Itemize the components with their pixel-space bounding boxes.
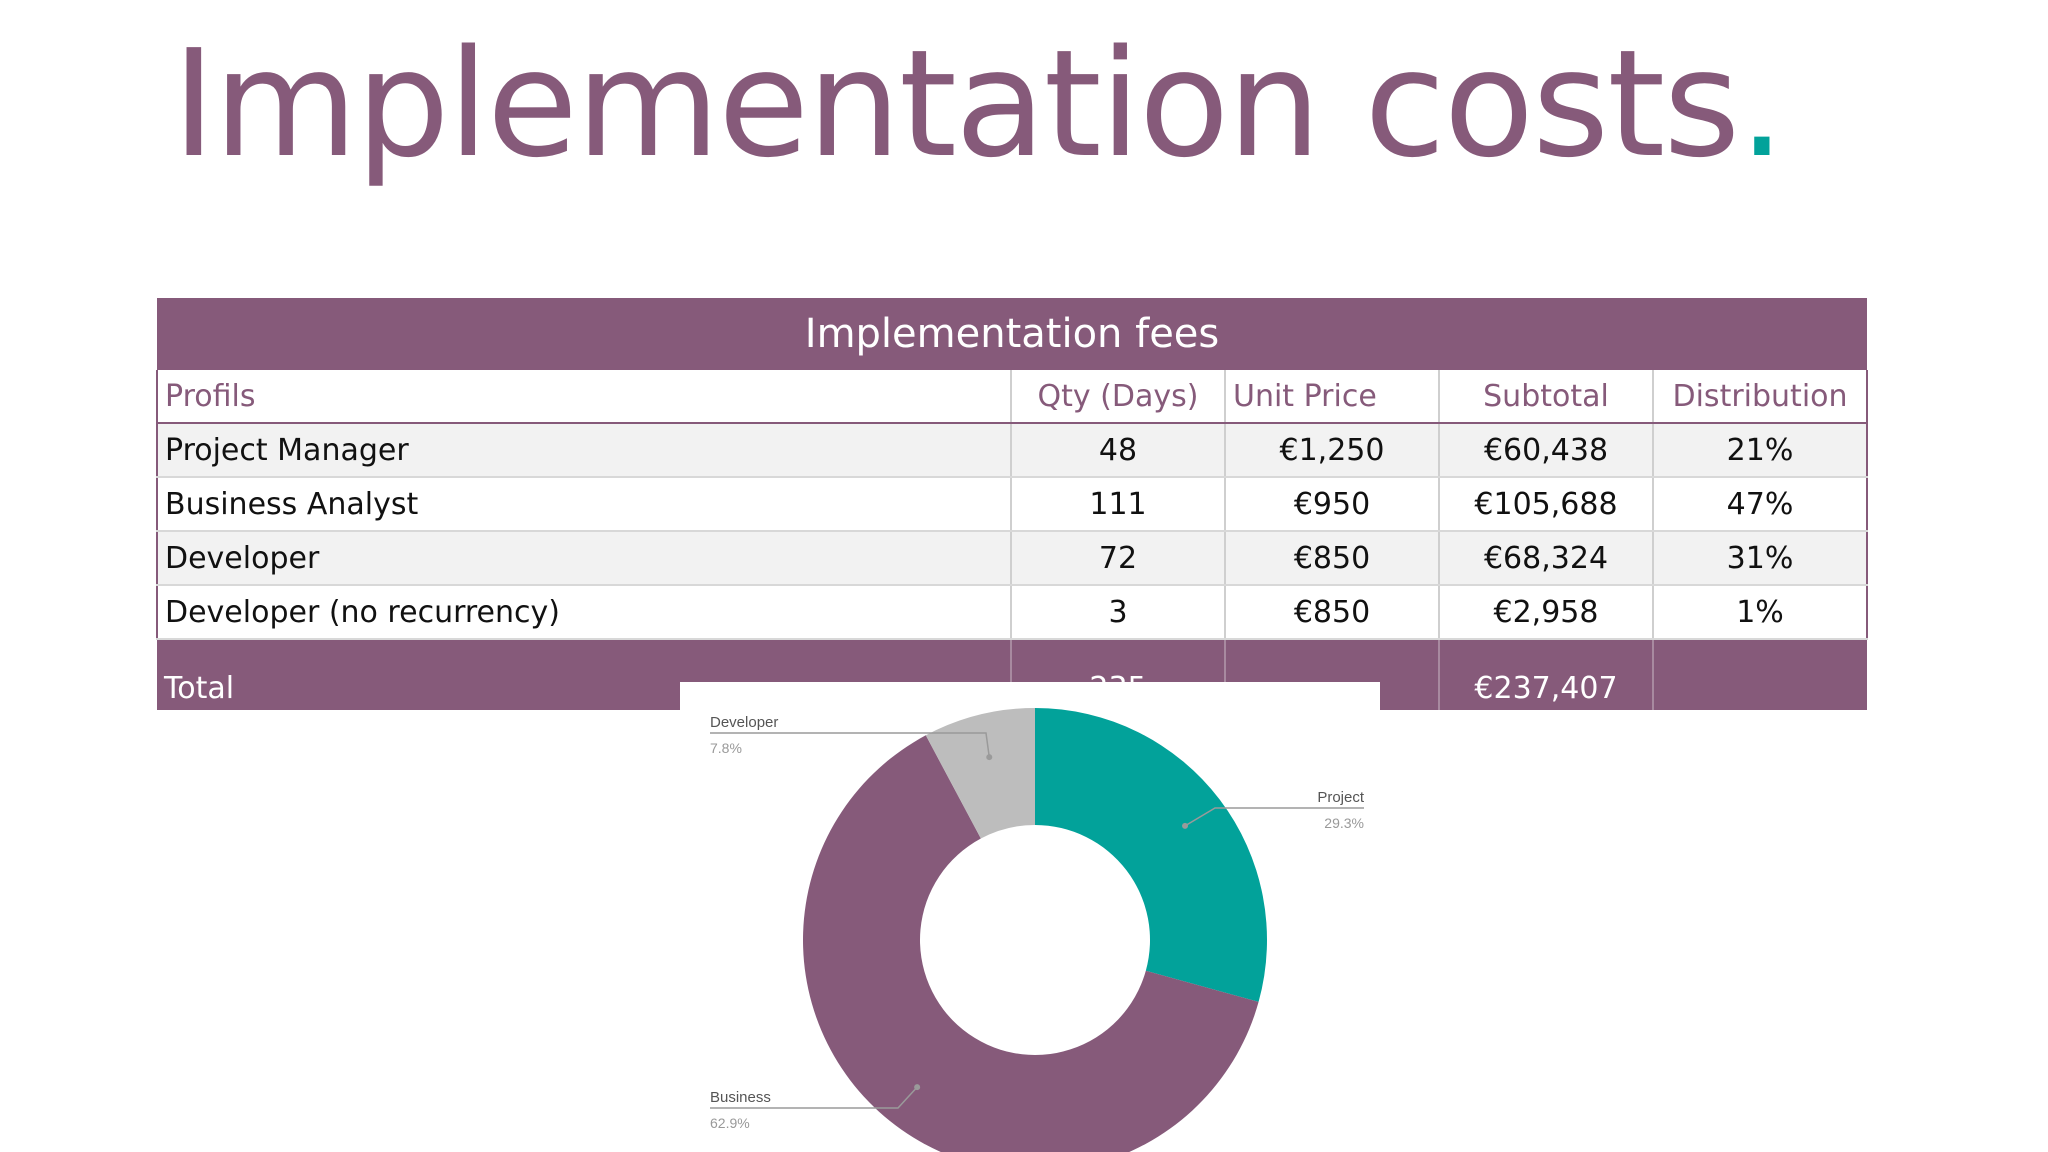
cell-subtotal: €2,958 <box>1438 585 1653 640</box>
table-header-row: Profils Qty (Days) Unit Price Subtotal D… <box>156 370 1869 424</box>
cell-profile: Developer (no recurrency) <box>156 585 1011 640</box>
cell-qty: 72 <box>1010 531 1225 586</box>
cell-subtotal: €68,324 <box>1438 531 1653 586</box>
implementation-fees-table: Implementation fees Profils Qty (Days) U… <box>156 298 1869 710</box>
donut-chart-svg: Project 29.3% Business 62.9% Developer 7.8% <box>710 708 1365 1152</box>
distribution-donut-chart: Project 29.3% Business 62.9% Developer 7.8% <box>680 682 1380 1152</box>
total-subtotal: €237,407 <box>1438 639 1653 710</box>
title-accent-dot: . <box>1738 18 1785 190</box>
cell-unit-price: €950 <box>1224 477 1439 532</box>
slice-percent-label: 7.8% <box>710 740 742 756</box>
total-label: Total <box>157 639 1011 710</box>
table-caption: Implementation fees <box>157 298 1868 370</box>
table-row: Developer (no recurrency) 3 €850 €2,958 … <box>156 585 1869 640</box>
column-header-subtotal: Subtotal <box>1438 370 1653 424</box>
leader-line <box>710 732 991 758</box>
column-header-profils: Profils <box>156 370 1011 424</box>
cell-qty: 3 <box>1010 585 1225 640</box>
page-title-text: Implementation costs <box>172 18 1740 190</box>
slice-label: Developer <box>710 714 778 731</box>
cell-qty: 48 <box>1010 423 1225 478</box>
donut-slice-project <box>1035 708 1267 1002</box>
table-row: Project Manager 48 €1,250 €60,438 21% <box>156 423 1869 478</box>
cell-distribution: 1% <box>1651 585 1869 640</box>
table-row: Business Analyst 111 €950 €105,688 47% <box>156 477 1869 532</box>
cell-qty: 111 <box>1010 477 1225 532</box>
cell-distribution: 31% <box>1651 531 1869 586</box>
cell-distribution: 47% <box>1651 477 1869 532</box>
cell-profile: Business Analyst <box>156 477 1011 532</box>
table-row: Developer 72 €850 €68,324 31% <box>156 531 1869 586</box>
cell-unit-price: €1,250 <box>1224 423 1439 478</box>
donut-slice-developer <box>925 708 1035 839</box>
column-header-unit-price: Unit Price <box>1224 370 1439 424</box>
slice-percent-label: 62.9% <box>710 1115 750 1131</box>
column-header-distribution: Distribution <box>1651 370 1869 424</box>
slice-label: Business <box>710 1089 771 1106</box>
leader-line <box>710 1086 918 1109</box>
donut-slice-business <box>803 735 1259 1152</box>
slice-label: Project <box>1317 789 1365 806</box>
leader-line <box>1184 807 1364 827</box>
cell-unit-price: €850 <box>1224 531 1439 586</box>
cell-unit-price: €850 <box>1224 585 1439 640</box>
cell-distribution: 21% <box>1651 423 1869 478</box>
cell-subtotal: €105,688 <box>1438 477 1653 532</box>
cell-profile: Project Manager <box>156 423 1011 478</box>
slice-percent-label: 29.3% <box>1324 815 1364 831</box>
page-title: Implementation costs. <box>172 30 1785 178</box>
total-distribution <box>1651 639 1868 710</box>
column-header-qty: Qty (Days) <box>1010 370 1225 424</box>
cell-subtotal: €60,438 <box>1438 423 1653 478</box>
cell-profile: Developer <box>156 531 1011 586</box>
